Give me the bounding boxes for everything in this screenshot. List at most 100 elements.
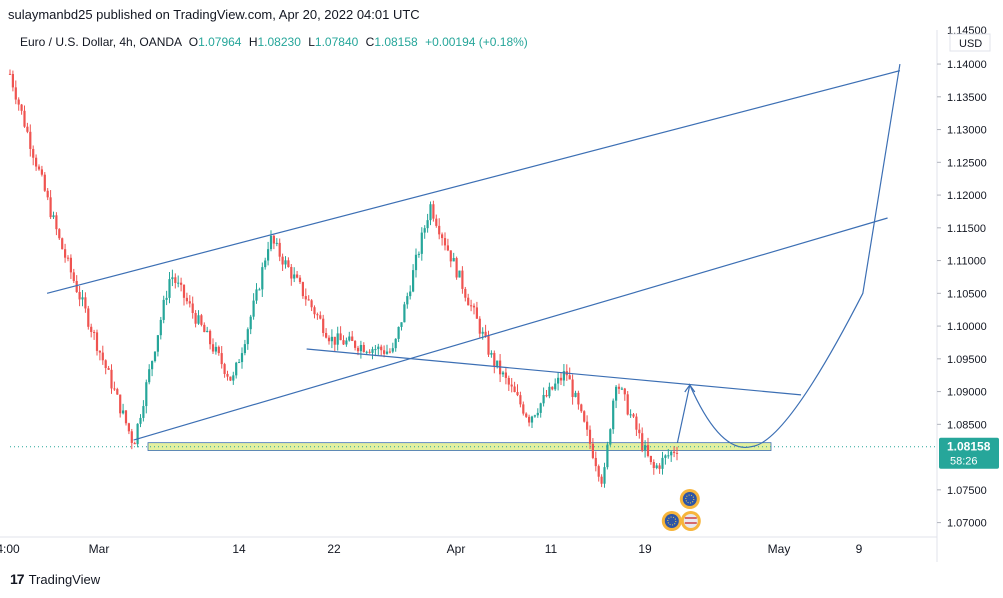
candle-body: [649, 455, 652, 463]
open-label: O: [188, 35, 199, 49]
candle-body: [165, 297, 168, 300]
candle-body: [562, 371, 565, 381]
candle-body: [278, 242, 281, 257]
candle-body: [655, 465, 658, 469]
candle-body: [287, 260, 290, 268]
candle-body: [275, 242, 278, 244]
candle-body: [107, 368, 110, 370]
candle-body: [385, 351, 389, 354]
last-price-countdown: 58:26: [950, 456, 978, 468]
candle-body: [151, 361, 154, 370]
candle-body: [545, 394, 548, 397]
candle-body: [281, 256, 284, 265]
candle-body: [458, 270, 461, 278]
candle-body: [583, 411, 586, 422]
candle-body: [554, 383, 557, 390]
candle-body: [490, 352, 493, 355]
candle-body: [348, 336, 351, 341]
change-value: +0.00194 (+0.18%): [425, 35, 528, 49]
close-label: C: [365, 35, 375, 49]
candle-body: [153, 351, 157, 362]
candle-body: [101, 352, 104, 361]
candle-body: [194, 312, 197, 324]
candle-body: [365, 351, 368, 353]
price-tick-label: 1.12000: [947, 190, 987, 202]
price-tick-label: 1.14000: [947, 59, 987, 71]
candle-body: [124, 410, 128, 424]
candle-body: [52, 215, 55, 218]
candle-body: [519, 395, 522, 405]
candle-body: [336, 333, 339, 345]
trendline: [306, 348, 802, 396]
candle-body: [156, 335, 159, 352]
candle-body: [113, 388, 116, 390]
candle-body: [615, 386, 618, 401]
candle-body: [351, 336, 354, 341]
candle-body: [35, 157, 38, 167]
projection-path: [676, 63, 901, 449]
candle-body: [493, 352, 496, 367]
candle-body: [11, 74, 14, 88]
support-zone: [147, 442, 772, 451]
candle-body: [26, 126, 29, 132]
candle-body: [304, 296, 307, 300]
tradingview-logo-icon: 17: [10, 571, 25, 587]
time-tick-label: 11: [545, 542, 558, 556]
candle-body: [539, 403, 542, 413]
candle-body: [525, 413, 528, 417]
candle-body: [470, 305, 473, 307]
candle-body: [191, 303, 194, 313]
candle-body: [249, 316, 252, 330]
candle-body: [577, 392, 580, 405]
footer-brand[interactable]: 17 TradingView: [10, 571, 100, 587]
brand-name: TradingView: [28, 571, 101, 587]
candle-body: [214, 346, 217, 352]
candle-body: [46, 190, 49, 198]
candles-group: [8, 69, 679, 488]
candle-body: [197, 315, 200, 324]
candle-body: [325, 332, 328, 338]
candle-body: [377, 346, 380, 350]
candle-body: [81, 297, 84, 300]
candle-body: [658, 465, 661, 469]
price-tick-label: 1.10000: [947, 321, 987, 333]
candle-body: [127, 423, 130, 432]
candle-body: [496, 360, 499, 367]
candle-body: [171, 277, 174, 280]
candle-body: [603, 467, 606, 484]
trendline: [46, 70, 901, 294]
candle-body: [661, 457, 664, 469]
candle-body: [597, 466, 600, 477]
candle-body: [371, 349, 374, 353]
candle-body: [588, 429, 592, 444]
high-label: H: [248, 35, 258, 49]
symbol-legend[interactable]: Euro / U.S. Dollar, 4h, OANDA O1.07964 H…: [20, 35, 528, 49]
candle-body: [211, 344, 215, 352]
candle-body: [507, 377, 510, 385]
price-tick-label: 1.11000: [947, 256, 986, 268]
candle-body: [104, 360, 107, 369]
candle-body: [652, 462, 655, 469]
candle-body: [130, 431, 133, 443]
candle-body: [435, 218, 438, 226]
candle-body: [586, 421, 589, 430]
projection-arrowhead: [684, 383, 696, 393]
candle-body: [29, 131, 32, 149]
candle-body: [333, 336, 336, 345]
candle-body: [252, 300, 255, 317]
candle-body: [394, 338, 397, 349]
candle-body: [580, 404, 583, 412]
candle-body: [516, 392, 519, 396]
open-value: 1.07964: [198, 35, 242, 49]
candle-body: [600, 476, 603, 484]
candle-body: [551, 386, 554, 390]
candle-body: [438, 225, 441, 235]
events-group: [661, 489, 701, 531]
candle-body: [452, 258, 455, 262]
candle-body: [217, 346, 220, 354]
candle-body: [203, 324, 206, 333]
candle-body: [209, 330, 212, 345]
candle-body: [255, 289, 258, 301]
candle-body: [528, 416, 531, 423]
